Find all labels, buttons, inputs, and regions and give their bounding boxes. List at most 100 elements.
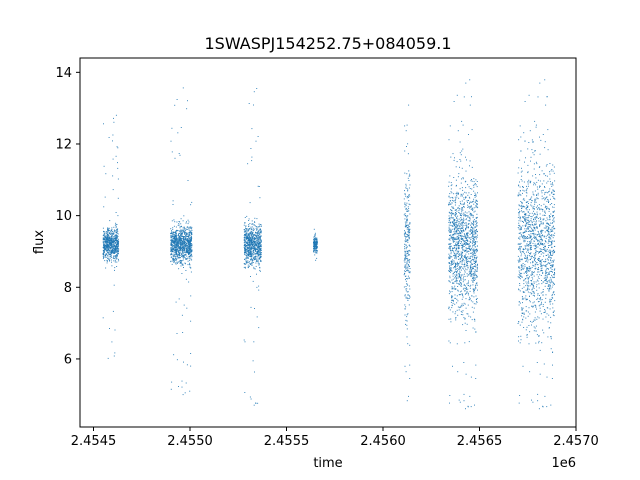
data-point — [176, 259, 177, 261]
data-point — [518, 267, 520, 269]
data-point — [245, 254, 247, 256]
data-point — [246, 262, 248, 263]
data-point — [259, 250, 261, 252]
data-point — [469, 79, 471, 81]
data-point — [183, 254, 185, 256]
data-point — [248, 237, 249, 239]
data-point — [457, 215, 459, 217]
data-point — [183, 242, 185, 244]
data-point — [244, 231, 246, 233]
data-point — [187, 100, 188, 102]
data-point — [170, 233, 172, 234]
data-point — [460, 203, 461, 204]
data-point — [405, 204, 407, 206]
data-point — [462, 213, 464, 215]
data-point — [468, 271, 470, 273]
data-point — [408, 235, 410, 237]
data-point — [465, 170, 467, 172]
data-point — [406, 228, 408, 230]
data-point — [408, 254, 410, 256]
data-point — [174, 244, 176, 246]
data-point — [314, 238, 316, 240]
data-point — [408, 203, 410, 205]
data-point — [552, 277, 554, 279]
data-point — [186, 232, 188, 234]
data-point — [449, 235, 450, 236]
data-point — [455, 243, 457, 245]
data-point — [465, 218, 467, 220]
data-point — [259, 267, 261, 269]
data-point — [455, 222, 457, 224]
data-point — [527, 228, 529, 230]
data-point — [536, 308, 537, 310]
data-point — [475, 266, 477, 268]
data-point — [114, 352, 116, 354]
data-point — [465, 265, 467, 267]
data-point — [110, 230, 112, 232]
data-point — [189, 246, 191, 248]
data-point — [550, 322, 552, 324]
data-point — [171, 250, 173, 252]
data-point — [460, 279, 462, 281]
data-point — [112, 248, 114, 250]
data-point — [103, 250, 105, 252]
data-point — [178, 224, 180, 226]
data-point — [454, 274, 456, 276]
data-point — [454, 255, 456, 257]
data-point — [465, 219, 467, 221]
data-point — [251, 262, 253, 264]
data-point — [535, 305, 537, 307]
data-point — [520, 171, 522, 173]
data-point — [457, 264, 459, 266]
data-point — [253, 243, 255, 245]
data-point — [465, 156, 466, 158]
data-point — [462, 178, 464, 180]
data-point — [539, 260, 541, 262]
chart-title: 1SWASPJ154252.75+084059.1 — [204, 34, 451, 53]
data-point — [537, 243, 539, 244]
data-point — [173, 258, 175, 260]
data-point — [316, 241, 318, 243]
data-point — [451, 291, 453, 293]
data-point — [259, 241, 261, 243]
data-point — [456, 229, 458, 231]
data-point — [467, 223, 469, 225]
data-point — [451, 192, 453, 194]
data-point — [532, 141, 534, 143]
data-point — [538, 220, 540, 222]
data-point — [473, 288, 475, 290]
data-point — [461, 223, 463, 225]
data-point — [315, 241, 317, 243]
data-point — [172, 232, 174, 234]
data-point — [259, 270, 261, 272]
data-point — [472, 258, 474, 260]
data-point — [457, 244, 459, 246]
data-point — [548, 210, 550, 212]
data-point — [476, 206, 478, 208]
data-point — [552, 196, 554, 198]
data-point — [247, 247, 249, 249]
data-point — [256, 316, 258, 318]
data-point — [517, 172, 519, 174]
data-point — [102, 227, 104, 229]
data-point — [179, 244, 181, 246]
data-point — [108, 235, 110, 237]
data-point — [104, 236, 106, 238]
data-point — [456, 274, 457, 276]
data-point — [248, 237, 250, 238]
data-point — [249, 228, 251, 229]
data-point — [461, 178, 462, 180]
data-point — [176, 253, 178, 255]
data-point — [457, 193, 459, 195]
data-point — [467, 406, 469, 408]
data-point — [466, 242, 468, 243]
data-point — [182, 246, 184, 248]
data-point — [176, 221, 178, 223]
data-point — [259, 239, 261, 241]
data-point — [450, 231, 452, 233]
data-point — [407, 313, 409, 315]
data-point — [448, 195, 450, 197]
data-point — [473, 224, 474, 226]
data-point — [183, 255, 185, 257]
data-point — [256, 239, 257, 241]
